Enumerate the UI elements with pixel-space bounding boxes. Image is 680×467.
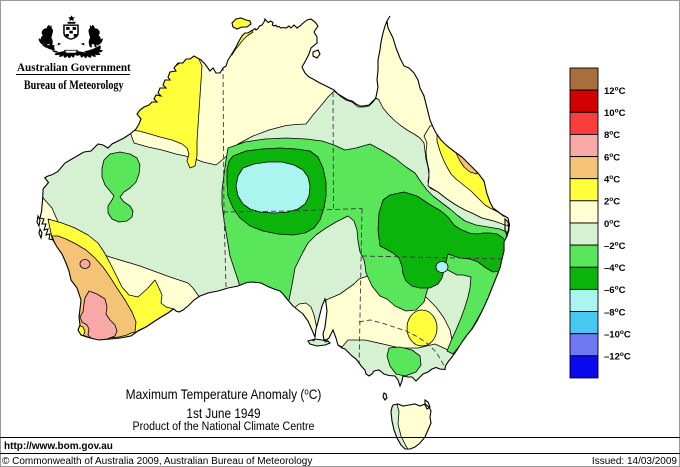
svg-text:2oC: 2oC <box>604 196 620 208</box>
svg-text:–4oC: –4oC <box>604 263 626 275</box>
svg-text:–8oC: –8oC <box>604 307 626 319</box>
svg-text:10oC: 10oC <box>604 108 626 120</box>
svg-text:6oC: 6oC <box>604 152 620 164</box>
svg-text:8oC: 8oC <box>604 130 620 142</box>
svg-text:–2oC: –2oC <box>604 240 626 252</box>
svg-text:–12oC: –12oC <box>604 351 631 363</box>
svg-text:4oC: 4oC <box>604 174 620 186</box>
svg-text:–6oC: –6oC <box>604 285 626 297</box>
svg-text:0oC: 0oC <box>604 218 620 230</box>
svg-text:–10oC: –10oC <box>604 329 631 341</box>
svg-text:12oC: 12oC <box>604 85 626 97</box>
